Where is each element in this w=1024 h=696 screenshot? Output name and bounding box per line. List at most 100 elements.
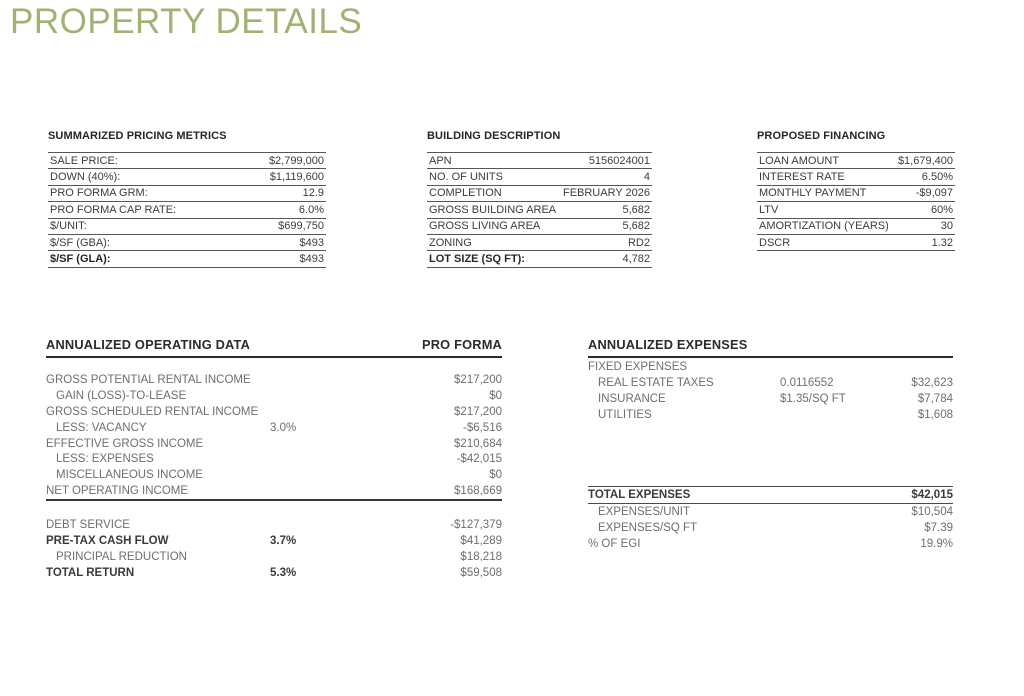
row-label: PRE-TAX CASH FLOW	[46, 534, 169, 547]
row-mid: 0.0116552	[780, 377, 834, 389]
table-row: INSURANCE $1.35/SQ FT $7,784	[588, 391, 953, 407]
row-label: REAL ESTATE TAXES	[598, 377, 714, 389]
row-value: 6.0%	[298, 203, 324, 216]
row-value: $493	[299, 253, 324, 266]
row-mid: 3.7%	[270, 534, 297, 547]
pricing-metrics-title: SUMMARIZED PRICING METRICS	[48, 130, 227, 142]
row-label: $/SF (GBA):	[50, 236, 110, 249]
pricing-metrics-table: SUMMARIZED PRICING METRICS SALE PRICE: $2…	[48, 129, 326, 268]
proposed-financing-table: PROPOSED FINANCING LOAN AMOUNT $1,679,400…	[757, 129, 955, 252]
table-row: GROSS SCHEDULED RENTAL INCOME $217,200	[46, 404, 502, 420]
annualized-expenses-table: ANNUALIZED EXPENSES FIXED EXPENSES REAL E…	[588, 337, 953, 552]
row-label: $/SF (GLA):	[50, 253, 111, 266]
table-row: GROSS LIVING AREA 5,682	[427, 219, 652, 235]
operating-data-title: ANNUALIZED OPERATING DATA	[46, 337, 251, 352]
table-row: DOWN (40%): $1,119,600	[48, 169, 326, 186]
building-description-rows: APN 5156024001 NO. OF UNITS 4 COMPLETION FEBR…	[427, 152, 652, 268]
row-label: APN	[429, 154, 452, 167]
row-label: ZONING	[429, 236, 472, 249]
table-row: MONTHLY PAYMENT -$9,097	[757, 186, 955, 203]
row-label: GROSS BUILDING AREA	[429, 203, 557, 216]
pro-forma-column-header: PRO FORMA	[422, 337, 502, 352]
table-row: % OF EGI 19.9%	[588, 536, 953, 552]
row-label: EXPENSES/SQ FT	[598, 522, 698, 534]
building-description-table: BUILDING DESCRIPTION APN 5156024001 NO. OF…	[427, 129, 652, 268]
row-label: GROSS SCHEDULED RENTAL INCOME	[46, 405, 259, 418]
row-label: PRO FORMA GRM:	[50, 187, 148, 200]
row-value: $210,684	[454, 437, 502, 450]
annualized-expenses-header: ANNUALIZED EXPENSES	[588, 337, 953, 358]
row-label: LESS: EXPENSES	[56, 453, 154, 466]
row-value: 4	[643, 171, 650, 184]
row-label: TOTAL EXPENSES	[588, 489, 691, 501]
table-row: $/SF (GBA): $493	[48, 235, 326, 252]
table-row: LOAN AMOUNT $1,679,400	[757, 153, 955, 170]
row-label: GROSS LIVING AREA	[429, 220, 541, 233]
operating-data-table: ANNUALIZED OPERATING DATA PRO FORMA GROS…	[46, 337, 502, 581]
table-row: PRINCIPAL REDUCTION $18,218	[46, 549, 502, 565]
row-value: $18,218	[460, 550, 502, 563]
row-value: 5,682	[622, 203, 650, 216]
row-value: RD2	[627, 236, 650, 249]
operating-data-header: ANNUALIZED OPERATING DATA PRO FORMA	[46, 337, 502, 358]
row-mid: 5.3%	[270, 566, 297, 579]
row-value: $699,750	[278, 220, 324, 233]
table-row: GROSS POTENTIAL RENTAL INCOME $217,200	[46, 372, 502, 388]
row-mid: 3.0%	[270, 421, 297, 434]
table-spacer	[46, 501, 502, 517]
row-label: AMORTIZATION (YEARS)	[759, 220, 889, 233]
row-value: $2,799,000	[268, 154, 324, 167]
table-row: TOTAL EXPENSES $42,015	[588, 486, 953, 504]
table-row: UTILITIES $1,608	[588, 407, 953, 423]
table-row: LESS: VACANCY 3.0% -$6,516	[46, 420, 502, 436]
row-label: DOWN (40%):	[50, 171, 121, 184]
table-row: NO. OF UNITS 4	[427, 169, 652, 186]
row-value: -$9,097	[915, 187, 953, 200]
proposed-financing-rows: LOAN AMOUNT $1,679,400 INTEREST RATE 6.50% M…	[757, 152, 955, 252]
table-row: EFFECTIVE GROSS INCOME $210,684	[46, 436, 502, 452]
row-value: -$42,015	[456, 453, 502, 466]
table-row: LESS: EXPENSES -$42,015	[46, 451, 502, 467]
proposed-financing-title: PROPOSED FINANCING	[757, 130, 886, 142]
row-label: MONTHLY PAYMENT	[759, 187, 867, 200]
table-row: PRO FORMA GRM: 12.9	[48, 186, 326, 203]
table-row: GAIN (LOSS)-TO-LEASE $0	[46, 388, 502, 404]
row-value: 5156024001	[588, 154, 650, 167]
row-value: 60%	[930, 203, 953, 216]
row-label: NO. OF UNITS	[429, 171, 503, 184]
row-value: $1,119,600	[269, 171, 324, 184]
row-label: SALE PRICE:	[50, 154, 118, 167]
row-label: % OF EGI	[588, 538, 641, 550]
row-value: $1,679,400	[897, 154, 953, 167]
building-description-title: BUILDING DESCRIPTION	[427, 130, 561, 142]
row-value: $10,504	[911, 506, 953, 518]
row-value: FEBRUARY 2026	[562, 187, 650, 200]
row-label: GAIN (LOSS)-TO-LEASE	[56, 389, 187, 402]
row-value: $168,669	[454, 485, 502, 498]
row-value: $0	[489, 389, 502, 402]
row-label: $/UNIT:	[50, 220, 87, 233]
operating-data-rows: GROSS POTENTIAL RENTAL INCOME $217,200 GAI…	[46, 358, 502, 581]
annualized-expenses-rows: FIXED EXPENSES REAL ESTATE TAXES 0.0116552…	[588, 358, 953, 552]
row-value: $1,608	[917, 409, 953, 421]
table-row: INTEREST RATE 6.50%	[757, 169, 955, 186]
row-label: DSCR	[759, 236, 791, 249]
row-value: $41,289	[460, 534, 502, 547]
row-label: EXPENSES/UNIT	[598, 506, 691, 518]
row-value: 4,782	[622, 253, 650, 266]
row-value: $7.39	[924, 522, 953, 534]
row-label: EFFECTIVE GROSS INCOME	[46, 437, 204, 450]
row-value: 19.9%	[920, 538, 953, 550]
row-label: INSURANCE	[598, 393, 666, 405]
table-row: EXPENSES/SQ FT $7.39	[588, 520, 953, 536]
row-value: -$6,516	[462, 421, 502, 434]
row-value: 6.50%	[921, 171, 953, 184]
annualized-expenses-title: ANNUALIZED EXPENSES	[588, 337, 748, 352]
row-value: 30	[940, 220, 953, 233]
row-value: -$127,379	[450, 519, 502, 532]
row-label: FIXED EXPENSES	[588, 361, 688, 373]
table-row: DSCR 1.32	[757, 235, 955, 252]
table-row: $/SF (GLA): $493	[48, 251, 326, 268]
row-value: $217,200	[454, 373, 502, 386]
table-row: MISCELLANEOUS INCOME $0	[46, 467, 502, 483]
